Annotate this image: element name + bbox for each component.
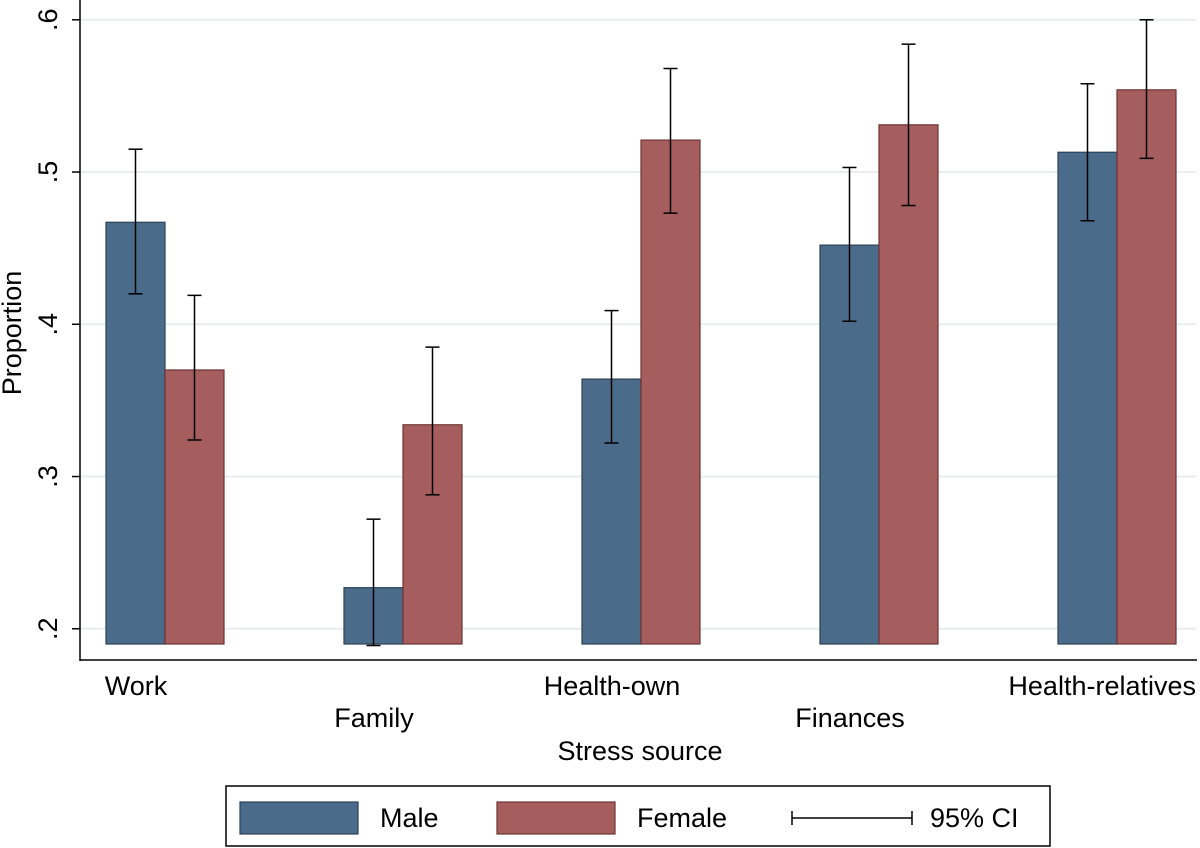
bar <box>1057 151 1118 645</box>
x-tick-label: Family <box>334 703 414 733</box>
bar <box>1116 89 1177 645</box>
x-tick-label: Health-relatives <box>1008 671 1196 701</box>
legend-swatch <box>496 801 616 835</box>
legend-label: Male <box>380 803 439 833</box>
y-tick-label: .5 <box>33 161 63 184</box>
legend-label: Female <box>637 803 727 833</box>
x-tick-label: Health-own <box>544 671 681 701</box>
y-axis-title: Proportion <box>0 271 27 396</box>
x-tick-label: Work <box>105 671 168 701</box>
y-tick-label: .6 <box>33 9 63 32</box>
legend-swatch <box>239 801 359 835</box>
bar <box>878 124 939 645</box>
y-tick-label: .4 <box>33 313 63 336</box>
bar <box>640 139 701 645</box>
x-tick-label: Finances <box>795 703 905 733</box>
legend-label: 95% CI <box>930 803 1019 833</box>
x-axis-title: Stress source <box>557 736 722 766</box>
y-tick-label: .3 <box>33 465 63 488</box>
y-tick-label: .2 <box>33 618 63 641</box>
